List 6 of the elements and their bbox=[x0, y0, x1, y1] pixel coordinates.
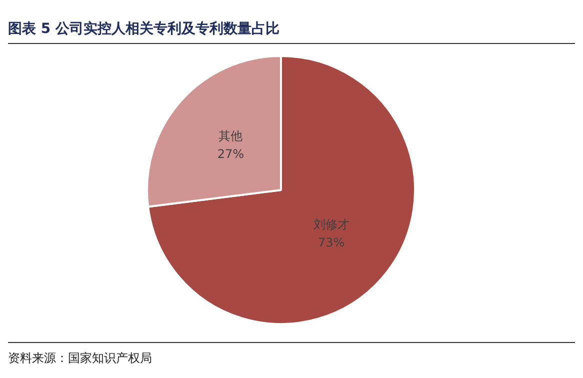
chart-title: 图表 5 公司实控人相关专利及专利数量占比 bbox=[8, 20, 280, 38]
text: 资料来源：国家知识产权局 bbox=[8, 350, 152, 367]
slice-label: 刘修才 bbox=[313, 217, 350, 232]
slice-label: 其他 bbox=[218, 128, 243, 143]
data-label: 73% bbox=[318, 235, 345, 250]
data-label: 27% bbox=[217, 146, 244, 161]
